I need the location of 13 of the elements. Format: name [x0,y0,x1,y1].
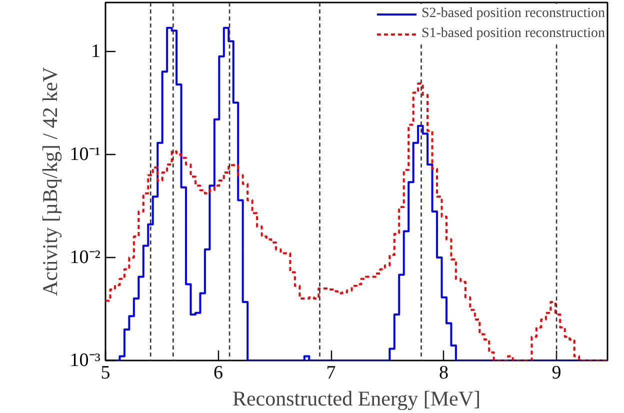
x-tick-label: 8 [439,362,449,384]
legend-label: S1-based position reconstruction [421,26,605,42]
x-tick-label: 5 [100,362,110,384]
y-axis-title: Activity [µBq/kg] / 42 keV [38,66,62,296]
y-tick-label: 10⁻² [70,247,101,268]
x-axis-title: Reconstructed Energy [MeV] [232,386,481,410]
legend-label: S2-based position reconstruction [421,6,605,22]
x-tick-label: 6 [214,362,224,384]
x-tick-label: 9 [552,362,562,384]
x-tick-label: 7 [326,362,336,384]
y-tick-label: 1 [91,41,100,62]
y-tick-label: 10⁻³ [70,350,101,371]
y-tick-label: 10⁻¹ [70,144,101,166]
